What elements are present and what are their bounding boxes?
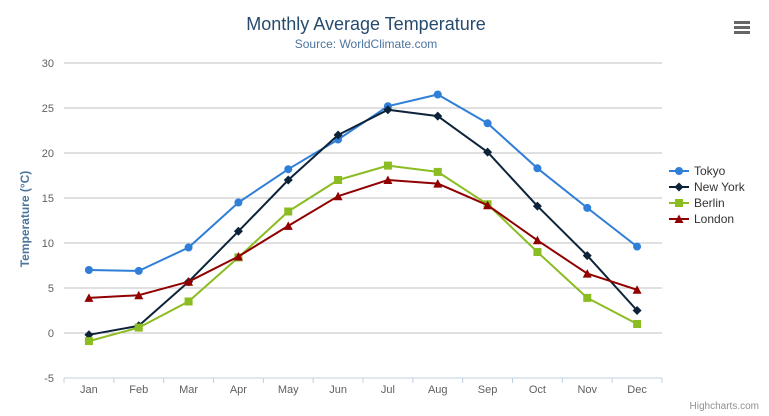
data-point[interactable] <box>284 165 293 174</box>
data-point[interactable] <box>84 330 94 340</box>
data-point[interactable] <box>383 161 392 170</box>
chart-title: Monthly Average Temperature <box>246 14 486 34</box>
data-point[interactable] <box>283 175 293 185</box>
y-axis-label: 5 <box>48 283 54 295</box>
data-point[interactable] <box>383 105 393 115</box>
series-line-london <box>87 179 639 299</box>
x-axis-label: Dec <box>627 384 647 396</box>
data-point[interactable] <box>184 243 193 252</box>
data-point[interactable] <box>334 176 343 184</box>
legend-item-london[interactable]: London <box>669 211 745 227</box>
data-point[interactable] <box>583 293 592 302</box>
legend-item-berlin[interactable]: Berlin <box>669 195 745 211</box>
x-axis-label: May <box>278 384 299 396</box>
data-point[interactable] <box>532 201 542 211</box>
x-axis-label: Apr <box>230 384 247 396</box>
data-point[interactable] <box>533 164 542 173</box>
x-axis-label: Feb <box>129 384 148 396</box>
data-point[interactable] <box>583 203 592 212</box>
data-point[interactable] <box>433 90 442 99</box>
data-point[interactable] <box>283 221 293 230</box>
data-point[interactable] <box>333 191 343 201</box>
data-point[interactable] <box>533 248 542 256</box>
hamburger-icon <box>734 20 750 34</box>
chart-subtitle: Source: WorldClimate.com <box>294 37 438 51</box>
legend-marker-square-icon <box>669 199 689 207</box>
y-axis-label: 15 <box>42 193 54 205</box>
legend-item-label: New York <box>694 180 745 194</box>
data-point[interactable] <box>84 293 94 302</box>
data-point[interactable] <box>333 130 343 140</box>
legend-marker-diamond-icon <box>669 182 689 192</box>
data-point[interactable] <box>383 175 393 185</box>
data-point[interactable] <box>284 207 293 216</box>
x-axis-label: Nov <box>577 384 597 396</box>
data-point[interactable] <box>632 306 642 315</box>
export-menu-button[interactable] <box>730 17 754 37</box>
legend-item-label: London <box>694 212 735 226</box>
data-point[interactable] <box>483 147 493 157</box>
data-point[interactable] <box>184 297 193 306</box>
data-point[interactable] <box>433 167 442 176</box>
credits-link[interactable]: Highcharts.com <box>689 401 759 412</box>
x-axis-label: Aug <box>428 384 448 396</box>
y-axis-label: 25 <box>42 103 54 115</box>
data-point[interactable] <box>582 269 592 278</box>
data-point[interactable] <box>134 323 143 332</box>
x-axis-label: Oct <box>529 384 546 396</box>
data-point[interactable] <box>632 285 642 294</box>
data-point[interactable] <box>582 251 592 261</box>
data-point[interactable] <box>134 290 144 300</box>
legend-item-label: Berlin <box>694 196 725 210</box>
legend-marker-triangle-icon <box>669 214 689 223</box>
data-point[interactable] <box>532 235 542 245</box>
data-point[interactable] <box>633 320 642 328</box>
legend-marker-circle-icon <box>669 167 689 175</box>
series-line-new-york <box>87 108 639 336</box>
data-point[interactable] <box>134 266 143 275</box>
legend-item-new-york[interactable]: New York <box>669 179 745 195</box>
y-axis-label: 10 <box>42 238 54 250</box>
x-axis-label: Mar <box>179 384 198 396</box>
y-axis-label: 20 <box>42 148 54 160</box>
series-line-tokyo <box>87 93 639 272</box>
data-point[interactable] <box>84 337 93 346</box>
y-axis-label: 0 <box>48 328 54 340</box>
data-point[interactable] <box>84 266 93 274</box>
legend-item-label: Tokyo <box>694 164 726 178</box>
x-axis-label: Jul <box>381 384 395 396</box>
data-point[interactable] <box>433 179 443 188</box>
x-axis-label: Jan <box>80 384 98 396</box>
data-point[interactable] <box>233 252 243 261</box>
legend-item-tokyo[interactable]: Tokyo <box>669 163 745 179</box>
legend: Tokyo New York Berlin London <box>669 163 745 227</box>
data-point[interactable] <box>483 200 493 210</box>
data-point[interactable] <box>433 111 443 121</box>
data-point[interactable] <box>234 198 243 207</box>
y-axis-label: 30 <box>42 58 54 70</box>
y-axis-label: -5 <box>44 373 54 385</box>
data-point[interactable] <box>184 277 194 286</box>
series-line-berlin <box>87 164 639 343</box>
data-point[interactable] <box>233 226 243 236</box>
x-axis-label: Jun <box>329 384 347 396</box>
data-point[interactable] <box>483 119 492 128</box>
data-point[interactable] <box>633 242 642 251</box>
x-axis-label: Sep <box>478 384 498 396</box>
